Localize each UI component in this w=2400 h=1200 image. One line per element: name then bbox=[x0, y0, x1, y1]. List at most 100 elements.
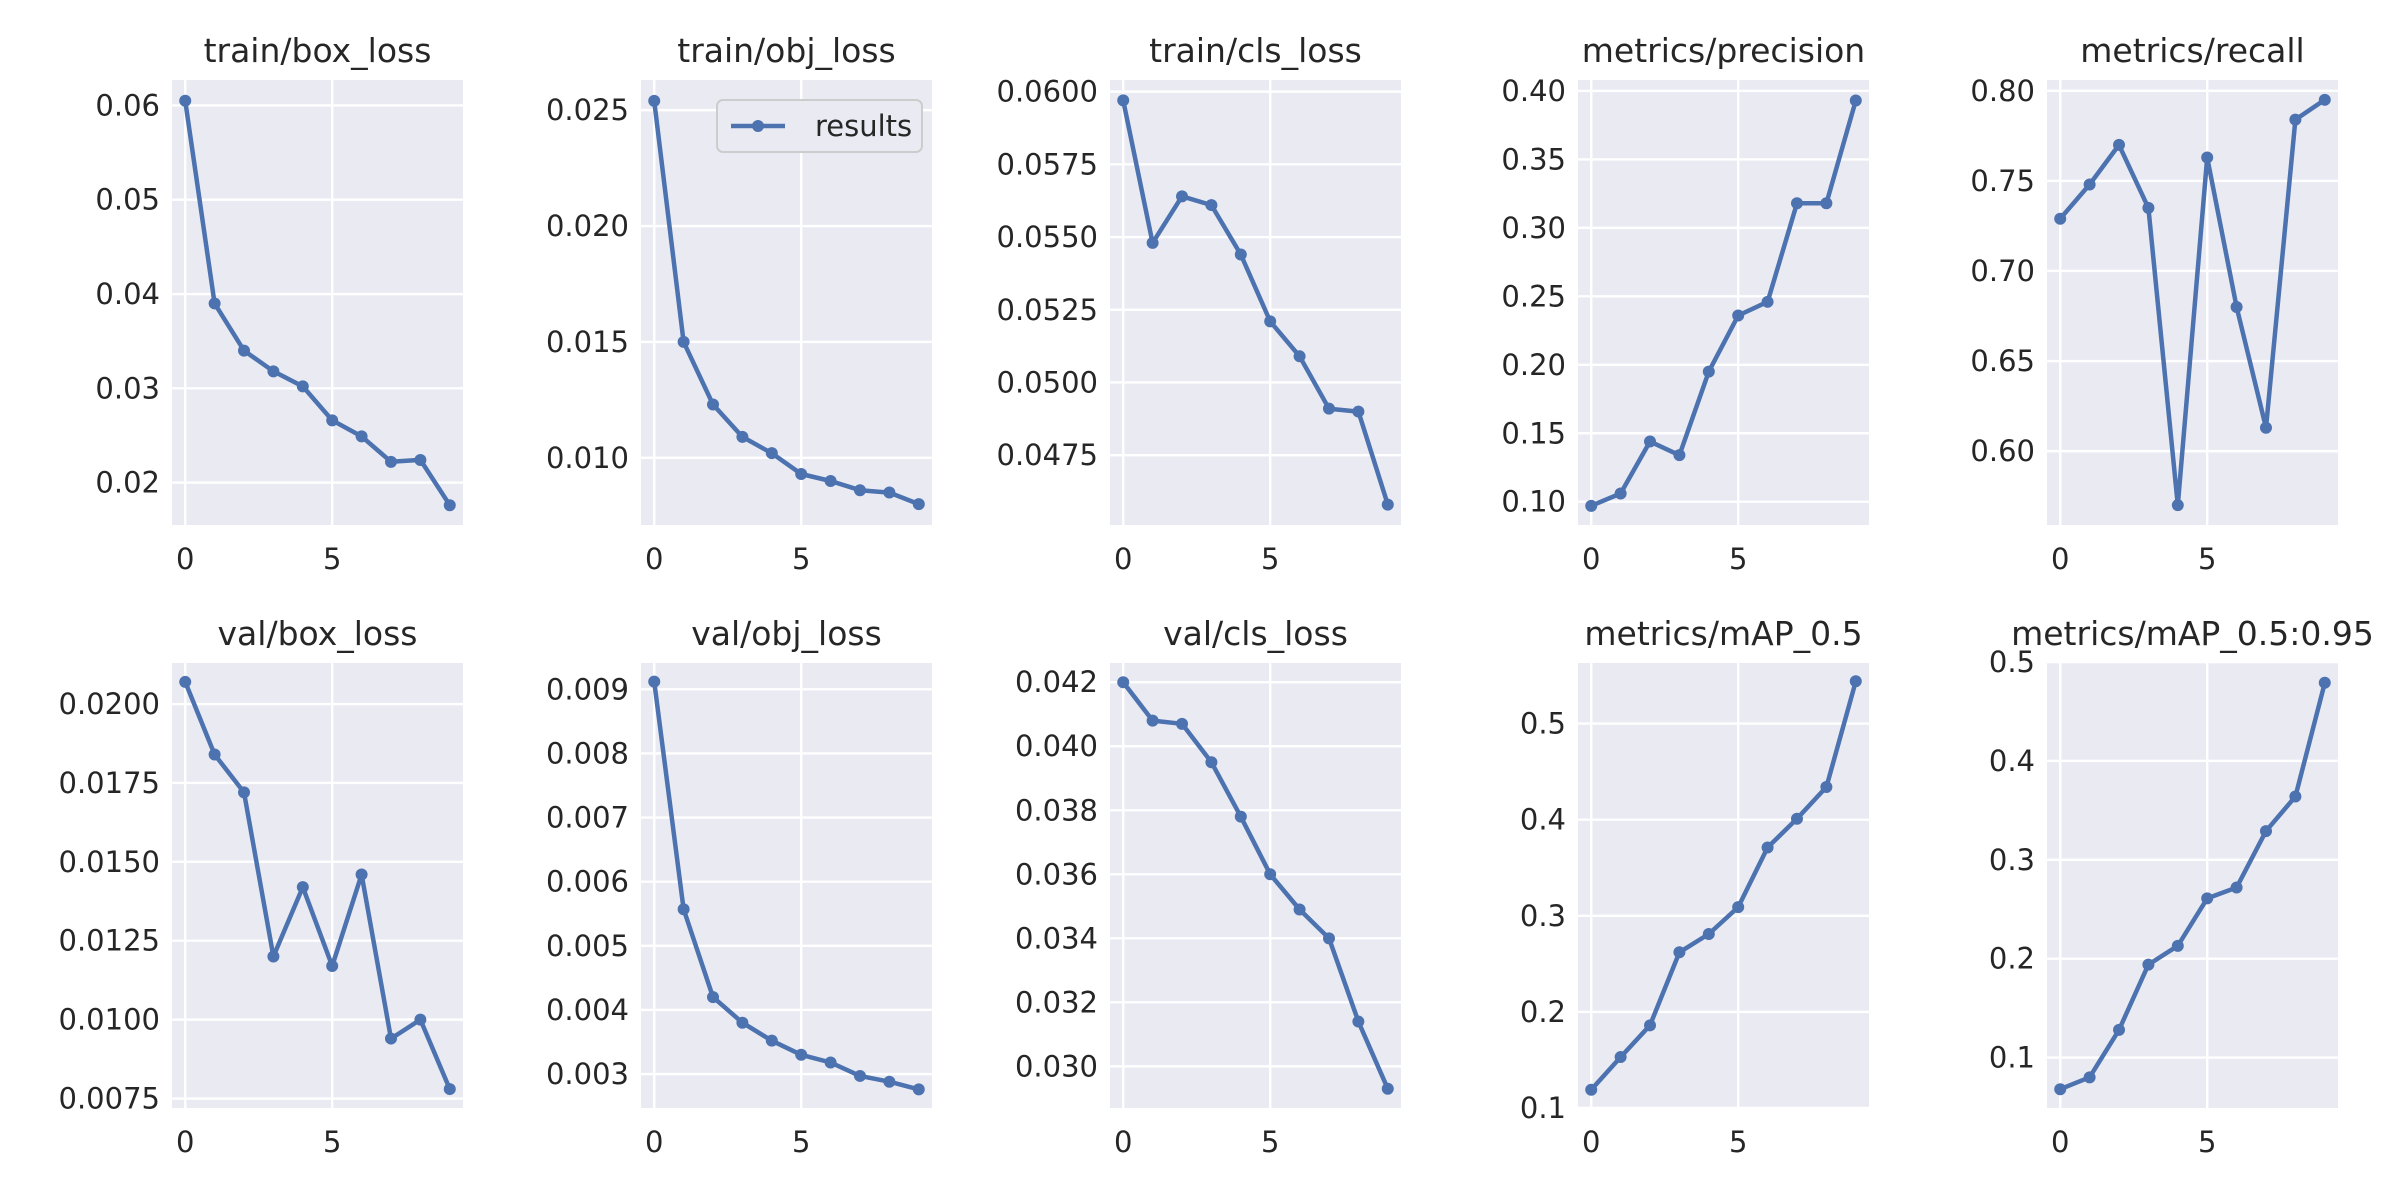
y-tick-label: 0.004 bbox=[546, 993, 629, 1027]
subplot-title: metrics/mAP_0.5:0.95 bbox=[2011, 614, 2374, 653]
data-point bbox=[326, 414, 339, 427]
data-point bbox=[1790, 197, 1803, 210]
data-point bbox=[296, 380, 309, 393]
data-point bbox=[267, 950, 280, 963]
y-tick-label: 0.036 bbox=[1015, 857, 1098, 891]
y-tick-label: 0.0550 bbox=[997, 220, 1098, 254]
series-line bbox=[2057, 97, 2328, 508]
plot-area bbox=[641, 80, 932, 525]
x-tick-label: 0 bbox=[1582, 1125, 1600, 1159]
subplot-train-obj-loss: 0.010 0.015 0.020 0.025 0 5 train/obj_lossresu… bbox=[546, 31, 932, 576]
x-tick-label: 5 bbox=[1261, 542, 1279, 576]
data-point bbox=[648, 94, 661, 107]
y-tick-label: 0.0200 bbox=[59, 687, 160, 721]
y-tick-label: 0.006 bbox=[546, 865, 629, 899]
data-point bbox=[1673, 946, 1686, 959]
data-point bbox=[1117, 94, 1130, 107]
x-tick-label: 5 bbox=[792, 542, 810, 576]
y-tick-label: 0.5 bbox=[1520, 707, 1566, 741]
data-point bbox=[1644, 435, 1657, 448]
y-tick-label: 0.007 bbox=[546, 801, 629, 835]
data-point bbox=[883, 486, 896, 499]
data-point bbox=[2142, 201, 2155, 214]
data-point bbox=[677, 335, 690, 348]
y-tick-label: 0.05 bbox=[95, 183, 160, 217]
plot-area bbox=[172, 663, 463, 1108]
y-tick-label: 0.038 bbox=[1015, 793, 1098, 827]
y-tick-label: 0.5 bbox=[1989, 645, 2035, 679]
y-tick-label: 0.30 bbox=[1501, 211, 1566, 245]
series-line bbox=[1588, 98, 1859, 509]
y-tick-label: 0.2 bbox=[1989, 942, 2035, 976]
data-point bbox=[824, 1056, 837, 1069]
data-point bbox=[384, 1032, 397, 1045]
subplot-grid: 0.02 0.03 0.04 0.05 0.06 0 5 train/box_loss 0.01… bbox=[59, 31, 2374, 1159]
data-point bbox=[2171, 499, 2184, 512]
series-line bbox=[2057, 680, 2328, 1092]
data-point bbox=[1205, 756, 1218, 769]
y-tick-label: 0.0475 bbox=[997, 438, 1098, 472]
y-tick-label: 0.35 bbox=[1501, 142, 1566, 176]
y-tick-label: 0.20 bbox=[1501, 348, 1566, 382]
legend-box bbox=[716, 99, 923, 153]
data-point bbox=[765, 447, 778, 460]
x-tick-label: 5 bbox=[1729, 542, 1747, 576]
data-point bbox=[1234, 810, 1247, 823]
y-tick-label: 0.025 bbox=[546, 93, 629, 127]
x-tick-label: 5 bbox=[2198, 542, 2216, 576]
series-line bbox=[651, 98, 922, 507]
data-point bbox=[2259, 421, 2272, 434]
plot-area bbox=[1578, 663, 1869, 1108]
data-point bbox=[2201, 892, 2214, 905]
subplot-title: val/box_loss bbox=[218, 614, 418, 653]
data-point bbox=[1205, 199, 1218, 212]
data-point bbox=[2113, 138, 2126, 151]
y-tick-label: 0.06 bbox=[95, 88, 160, 122]
data-point bbox=[238, 786, 251, 799]
subplot-train-box-loss: 0.02 0.03 0.04 0.05 0.06 0 5 train/box_loss bbox=[95, 31, 463, 576]
data-point bbox=[1352, 405, 1365, 418]
y-tick-label: 0.60 bbox=[1970, 434, 2035, 468]
data-point bbox=[443, 499, 456, 512]
subplot-val-obj-loss: 0.003 0.004 0.005 0.006 0.007 0.008 0.009 0 5 val… bbox=[546, 614, 932, 1159]
series-line bbox=[182, 98, 453, 508]
data-point bbox=[912, 498, 925, 511]
data-point bbox=[1322, 932, 1335, 945]
y-tick-label: 0.0500 bbox=[997, 365, 1098, 399]
data-point bbox=[1614, 1051, 1627, 1064]
subplot-train-cls-loss: 0.0475 0.0500 0.0525 0.0550 0.0575 0.0600 0 5 tr… bbox=[997, 31, 1401, 576]
x-tick-label: 0 bbox=[176, 1125, 194, 1159]
x-tick-label: 0 bbox=[645, 542, 663, 576]
y-tick-label: 0.0075 bbox=[59, 1082, 160, 1116]
y-tick-label: 0.4 bbox=[1989, 744, 2035, 778]
data-point bbox=[414, 453, 427, 466]
data-point bbox=[1849, 94, 1862, 107]
data-point bbox=[1761, 295, 1774, 308]
legend: results bbox=[716, 99, 923, 153]
series-line bbox=[182, 679, 453, 1092]
x-tick-label: 0 bbox=[1582, 542, 1600, 576]
y-tick-label: 0.030 bbox=[1015, 1049, 1098, 1083]
data-point bbox=[1117, 676, 1130, 689]
data-point bbox=[1732, 309, 1745, 322]
subplot-title: train/obj_loss bbox=[677, 31, 895, 70]
data-point bbox=[1585, 499, 1598, 512]
data-point bbox=[1820, 780, 1833, 793]
y-tick-label: 0.25 bbox=[1501, 279, 1566, 313]
data-point bbox=[1702, 365, 1715, 378]
y-tick-label: 0.70 bbox=[1970, 254, 2035, 288]
y-tick-label: 0.005 bbox=[546, 929, 629, 963]
subplot-title: train/cls_loss bbox=[1149, 31, 1362, 70]
y-tick-label: 0.75 bbox=[1970, 164, 2035, 198]
data-point bbox=[1585, 1083, 1598, 1096]
legend-label: results bbox=[815, 109, 912, 143]
plot-area bbox=[641, 663, 932, 1108]
data-point bbox=[853, 484, 866, 497]
subplot-val-box-loss: 0.0075 0.0100 0.0125 0.0150 0.0175 0.0200 0 5 va… bbox=[59, 614, 463, 1159]
data-point bbox=[1673, 449, 1686, 462]
y-tick-label: 0.2 bbox=[1520, 995, 1566, 1029]
y-tick-label: 0.003 bbox=[546, 1057, 629, 1091]
data-point bbox=[179, 675, 192, 688]
y-tick-label: 0.40 bbox=[1501, 74, 1566, 108]
